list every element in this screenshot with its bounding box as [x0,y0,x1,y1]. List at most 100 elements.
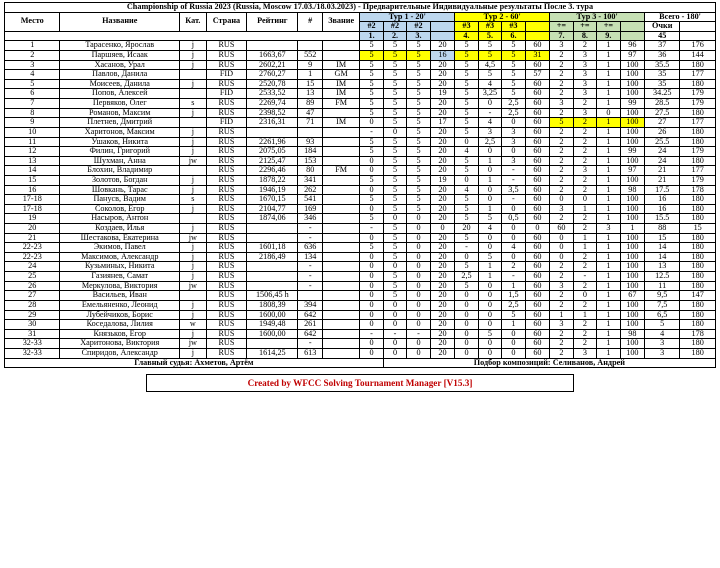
cell-place: 25 [3,271,61,282]
cell-score-10: 2 [572,126,598,138]
cell-score-13: 3 [644,338,681,349]
cell-score-14: 180 [679,299,716,311]
cell-score-11: 1 [596,146,621,157]
cell-place: 10 [3,126,61,138]
cell-hash: - [297,223,323,234]
cell-place: 32-33 [3,347,61,359]
cell-score-4: 20 [429,347,456,359]
cell-score-11: 1 [596,174,621,186]
table-row: 30 Коседалова, Лилия w RUS 1949,48 261 0 0 0 20 0 0… [3,319,716,330]
cell-place: 30 [3,319,61,330]
cell-score-14: 180 [679,242,716,253]
cell-name: Панусв, Вадим [59,194,180,205]
table-row: 10 Харитонов, Максим j RUS -0 5 20 5 3 3 60 2 2 1 100 2… [3,126,716,138]
cell-score-12: 99 [619,98,646,109]
cell-score-9: 60 [549,223,574,234]
cell-score-5: 0 [454,338,479,349]
cell-hash: 636 [297,242,323,253]
cell-name: Харитонова, Виктория [59,338,180,349]
cell-score-9: 2 [549,299,574,311]
cell-score-5: 5 [454,50,479,61]
cell-rating: 1600,00 [246,328,299,340]
cell-title [321,146,361,157]
cell-rating: 2316,31 [246,117,299,128]
judge-label: Главный судья: [134,357,193,367]
cell-score-12: 100 [619,242,646,253]
table-row: 28 Емельяненко, Леонид j RUS 1808,39 394 0 0 0 20… [3,299,716,311]
cell-score-4: 20 [429,319,456,330]
cell-score-7: 2,5 [501,299,526,311]
footer-row: Главный судья: Ахметов, Артём Подбор ком… [4,357,717,369]
cell-score-10: 2 [572,223,598,234]
cell-cat: s [179,98,207,109]
cell-country: RUS [205,319,248,330]
cell-score-12: 100 [619,299,646,311]
cell-score-1: 0 [359,117,384,128]
cell-rating: 1949,48 [246,319,299,330]
cell-cat: j [179,174,207,186]
cell-score-8: 60 [524,271,551,282]
cell-score-6: 0 [477,290,503,301]
cell-score-7: 5 [501,69,526,80]
cell-title [321,319,361,330]
cell-score-9: 5 [549,117,574,128]
cell-place: 9 [3,117,61,128]
cell-name: Экимов, Павел [59,242,180,253]
cell-score-4: 19 [429,174,456,186]
cell-score-13: 9,5 [644,290,681,301]
cell-score-3: 0 [406,223,431,234]
table-row: 9 Плетнев, Дмитрий FID 2316,31 71 IM 0 5 5 17 5 4 0 6… [3,117,716,128]
cell-title [321,174,361,186]
col-p2: #2 [382,21,408,32]
cell-score-3: 5 [406,98,431,109]
cell-score-5: 0 [454,290,479,301]
cell-place: 22-23 [3,242,61,253]
col-cat: Кат. [179,11,207,32]
cell-name: Плетнев, Дмитрий [59,117,180,128]
cell-score-2: 5 [382,146,408,157]
cell-score-13: 14 [644,242,681,253]
cell-score-6: 0 [477,194,503,205]
cell-score-2: 5 [382,290,408,301]
cell-score-13: 16 [644,194,681,205]
cell-title [321,126,361,138]
cell-score-10: 3 [572,50,598,61]
cell-title [321,232,361,244]
cell-score-2: 5 [382,271,408,282]
cell-hash: 261 [297,319,323,330]
cell-hash: - [297,338,323,349]
cell-score-5: 5 [454,117,479,128]
cell-name: Павлов, Данила [59,69,180,80]
cell-score-3: 0 [406,290,431,301]
cell-score-8: 60 [524,174,551,186]
cell-score-12: 99 [619,146,646,157]
cell-score-5: 5 [454,69,479,80]
cell-title: FM [321,165,361,176]
cell-title: FM [321,98,361,109]
cell-country: RUS [205,223,248,234]
col-p7: += [549,21,574,32]
cell-score-14: 177 [679,69,716,80]
table-row: 6 Попов, Алексей FID 2533,52 13 IM 5 5 5 19 5 3,25 5… [3,88,716,100]
table-row: 26 Меркулова, Виктория jw RUS -0 5 0 20 5 0 1 60 3 2 1… [3,280,716,292]
cell-score-1: 0 [359,290,384,301]
report-title: Championship of Russia 2023 (Russia, Mos… [4,2,716,13]
cell-score-1: 0 [359,338,384,349]
cell-hash: 552 [297,50,323,61]
cell-score-5: 5 [454,126,479,138]
cell-score-8: 60 [524,98,551,109]
cell-rating: 2760,27 [246,69,299,80]
cell-cat [179,290,207,301]
cell-score-4: 17 [429,117,456,128]
cell-title [321,184,361,196]
cell-score-4: 20 [429,338,456,349]
cell-hash: - [297,271,323,282]
cell-score-1: 0 [359,347,384,359]
cell-name: Филин, Григорий [59,146,180,157]
cell-score-3: 5 [406,69,431,80]
cell-score-5: 20 [454,223,479,234]
cell-score-1: 0 [359,299,384,311]
cell-score-13: 7,5 [644,299,681,311]
col-p8: += [572,21,598,32]
cell-title [321,213,361,224]
